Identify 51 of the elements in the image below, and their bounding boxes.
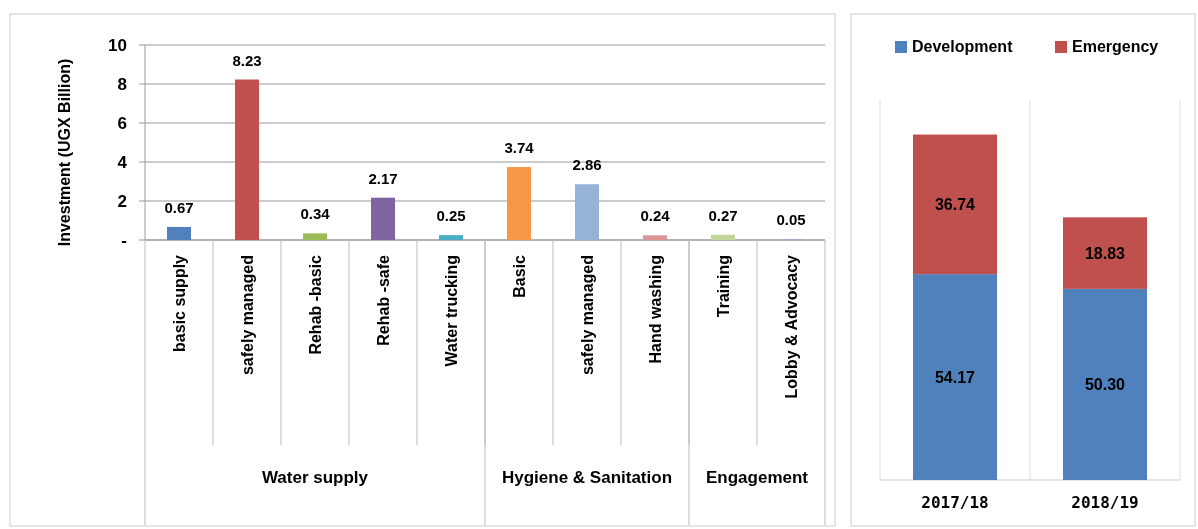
x-tick-label: safely managed — [239, 255, 256, 376]
x-tick-label: Rehab -basic — [307, 254, 324, 355]
bar — [575, 184, 599, 240]
bar — [303, 233, 327, 240]
legend-label: Development — [912, 38, 1014, 55]
bar — [439, 235, 463, 240]
x-tick-label: Lobby & Advocacy — [783, 254, 800, 399]
data-label: 0.05 — [776, 211, 806, 229]
text: Engagement — [705, 468, 809, 487]
x-tick-label: 2017/18 — [921, 493, 989, 512]
data-label: 0.24 — [640, 207, 671, 225]
bar — [1063, 288, 1147, 480]
bar — [1063, 217, 1147, 289]
data-label: 3.74 — [504, 139, 535, 157]
data-label: 0.67 — [164, 198, 194, 216]
y-tick-label: 10 — [108, 36, 127, 55]
x-tick-label: safely managed — [579, 255, 596, 376]
data-label: 8.23 — [232, 51, 262, 69]
bar — [507, 167, 531, 240]
bar — [913, 274, 997, 480]
bar — [371, 197, 395, 240]
y-tick-label: 2 — [117, 192, 127, 211]
bar — [913, 134, 997, 275]
x-tick-label: basic supply — [171, 254, 188, 352]
text: Water supply — [261, 468, 369, 487]
data-label: 0.34 — [300, 205, 331, 223]
x-tick-label: 2018/19 — [1071, 493, 1139, 512]
data-label: 18.83 — [1084, 245, 1126, 263]
y-tick-label: 6 — [117, 114, 127, 133]
data-label: 2.86 — [572, 156, 602, 174]
bar — [167, 226, 191, 240]
y-tick-label: 4 — [117, 153, 128, 172]
data-label: 0.27 — [708, 206, 738, 224]
data-label: 54.17 — [934, 369, 976, 387]
bar — [235, 79, 259, 240]
y-tick-label: - — [121, 231, 127, 250]
x-tick-label: Rehab -safe — [375, 254, 392, 346]
text: Hygiene & Sanitation — [501, 468, 673, 487]
bar — [711, 234, 735, 240]
y-tick-label: 8 — [117, 75, 127, 94]
x-tick-label: Basic — [511, 254, 528, 298]
x-tick-label: Training — [715, 255, 732, 318]
data-label: 0.25 — [436, 207, 466, 225]
bar — [643, 235, 667, 240]
x-tick-label: Water trucking — [443, 255, 460, 367]
data-label: 2.17 — [368, 169, 398, 187]
data-label: 50.30 — [1084, 376, 1126, 394]
data-label: 36.74 — [934, 196, 976, 214]
y-axis-title: Investment (UGX Billion) — [56, 58, 73, 247]
x-tick-label: Hand washing — [647, 255, 664, 364]
legend-label: Emergency — [1072, 38, 1159, 55]
